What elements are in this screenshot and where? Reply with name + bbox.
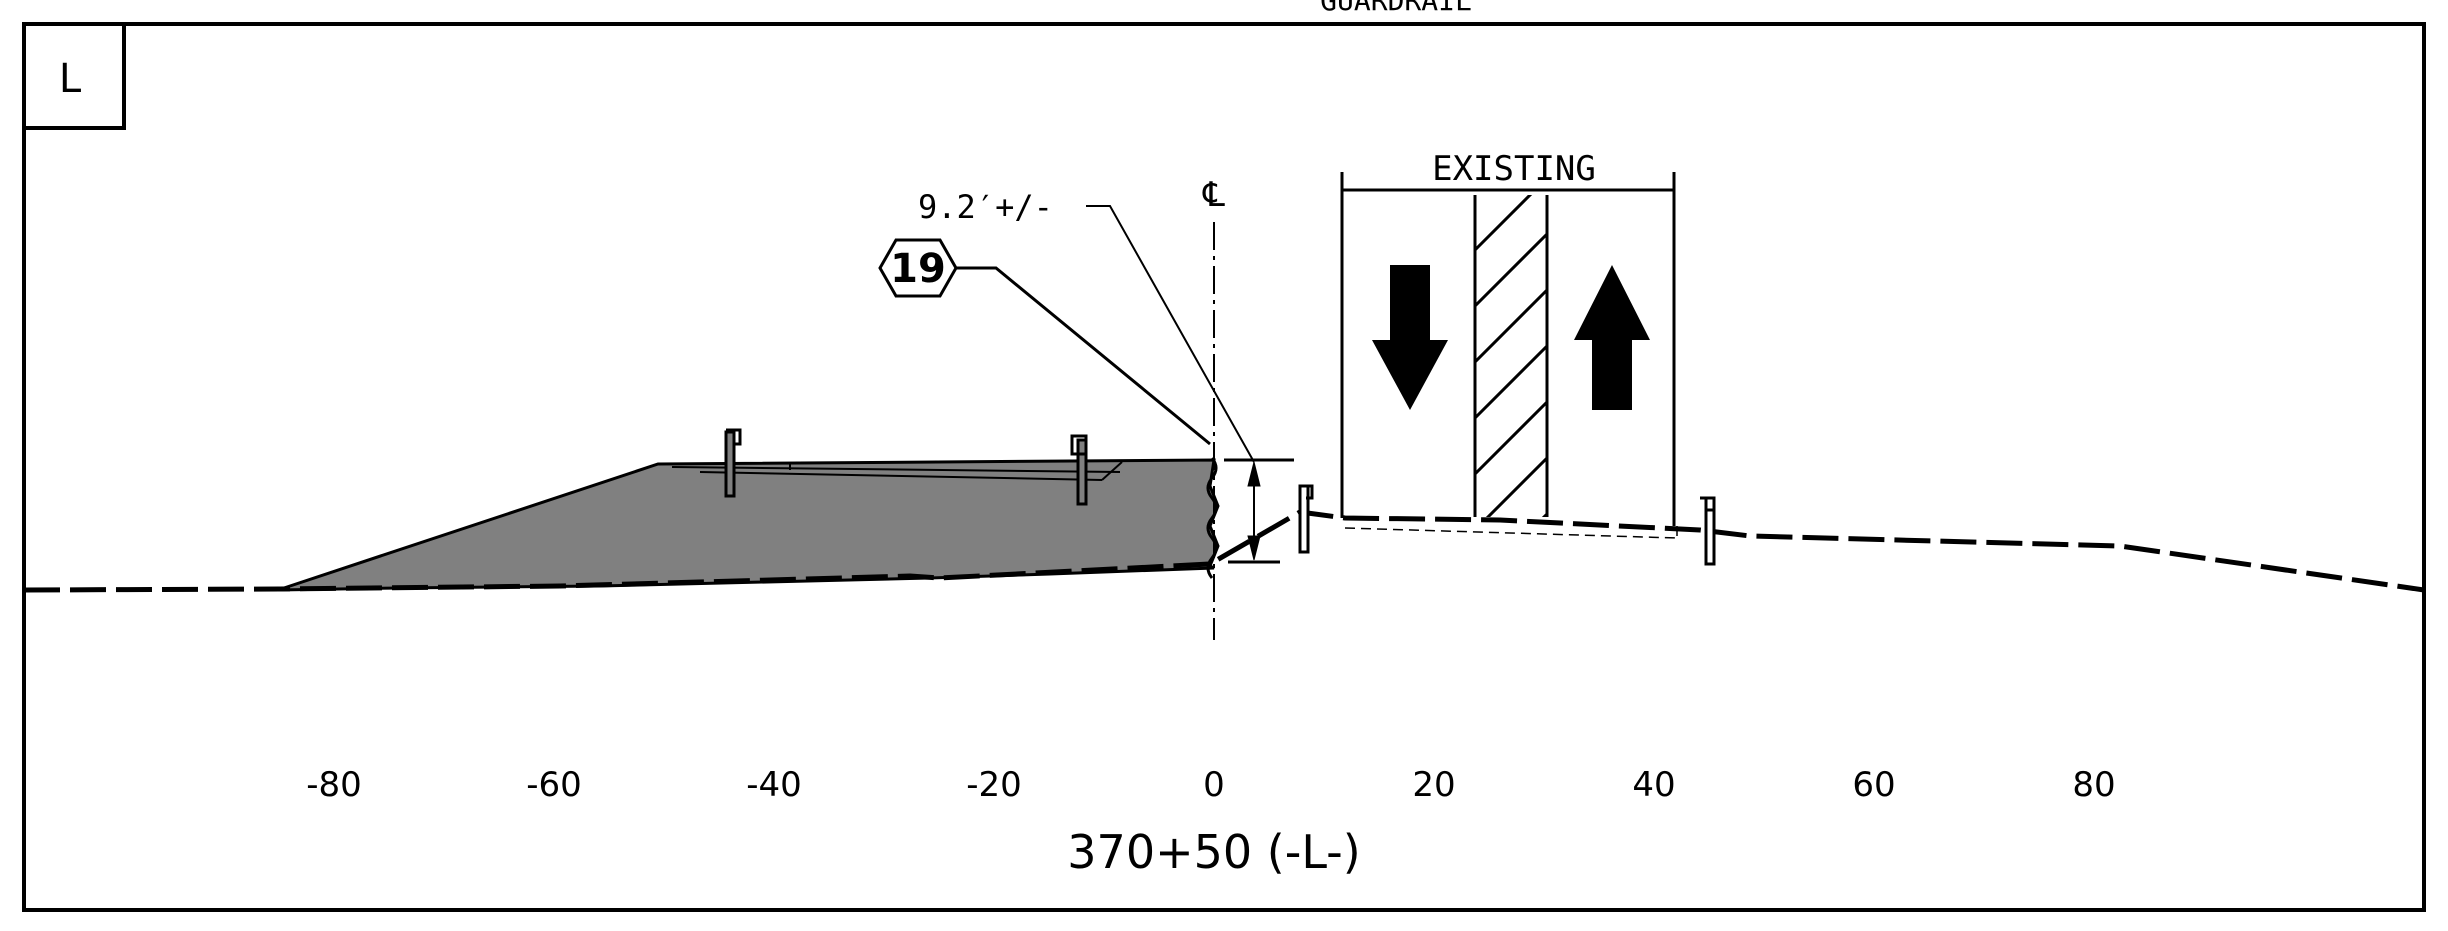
tick-label: -20 — [966, 765, 1022, 805]
guardrail-post-icon — [724, 428, 1088, 506]
tick-label: 80 — [2072, 765, 2115, 805]
median-hatch — [1475, 195, 1547, 517]
existing-label: EXISTING — [1432, 149, 1596, 189]
existing-subgrade-line — [1344, 526, 1678, 539]
guardrail-post-icon — [1298, 484, 1716, 566]
keynote-marker: 19 — [878, 238, 1211, 446]
panel-label-box: L — [24, 24, 126, 130]
section-break-line — [1206, 457, 1218, 579]
panel-letter: L — [59, 56, 82, 102]
tick-label: 60 — [1852, 765, 1895, 805]
sheet-frame — [22, 22, 2426, 912]
tick-label: 40 — [1632, 765, 1675, 805]
guardrail-top-label: GUARDRAIL — [1320, 0, 1472, 17]
tick-label: -60 — [526, 765, 582, 805]
dimension-text: 9.2′+/- — [918, 188, 1053, 226]
tick-label: -40 — [746, 765, 802, 805]
station-offset-axis: -80 -60 -40 -20 0 20 40 60 80 — [306, 765, 2115, 805]
tick-label: -80 — [306, 765, 362, 805]
tick-label: 20 — [1412, 765, 1455, 805]
existing-roadway — [1340, 172, 1676, 526]
pavement-layers — [671, 461, 1123, 481]
keynote-number: 19 — [890, 246, 946, 292]
centerline-symbol: ℄ — [1202, 175, 1225, 215]
tick-label: 0 — [1203, 765, 1225, 805]
height-dimension — [1086, 205, 1294, 564]
station-label: 370+50 (-L-) — [1067, 825, 1360, 879]
northbound-lane-arrow-icon — [1574, 265, 1650, 410]
southbound-lane-arrow-icon — [1372, 265, 1448, 410]
